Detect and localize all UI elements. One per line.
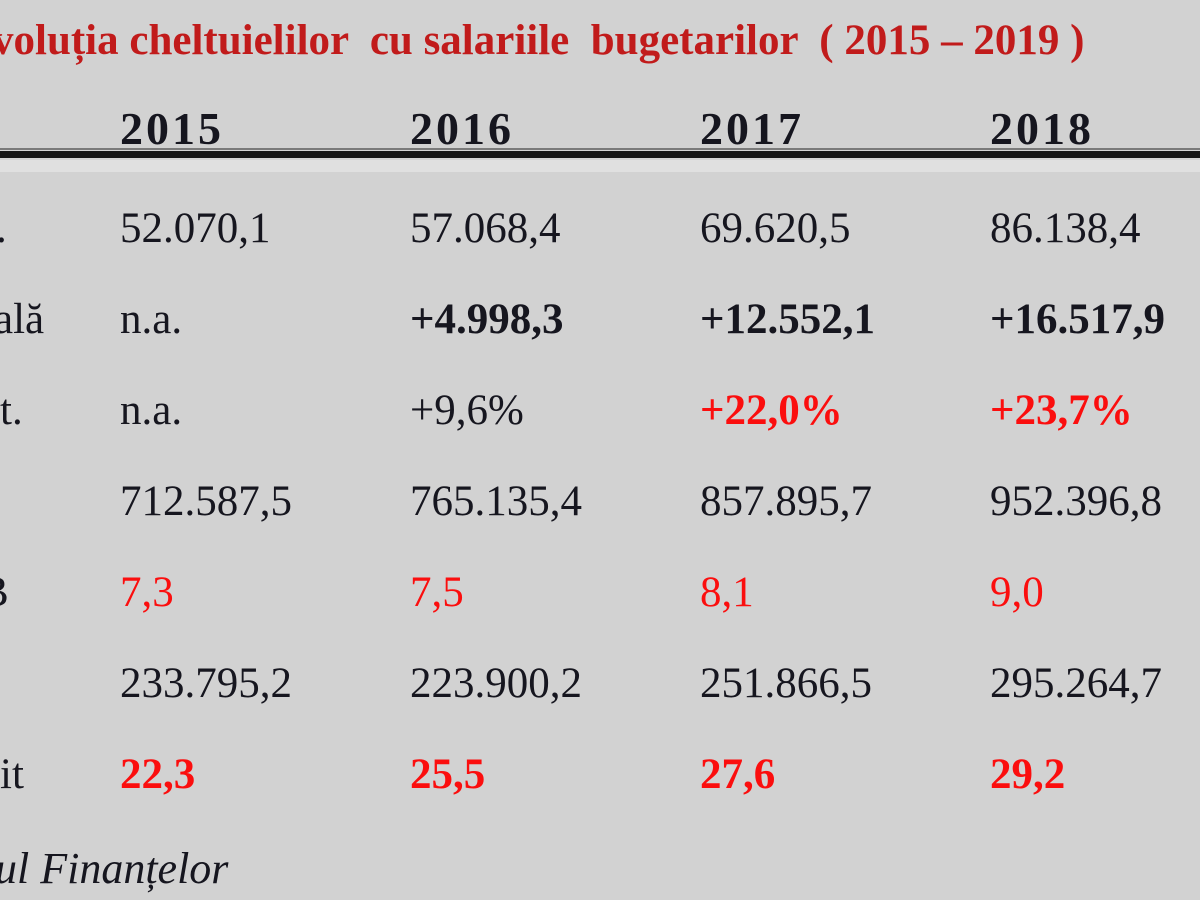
row-label-fragment: ală [0,296,45,343]
header-rule-thick [0,151,1200,158]
page-title: voluția cheltuielilor cu salariile buget… [0,14,1200,68]
value-cell: 52.070,1 [120,205,271,252]
value-cell: 22,3 [120,751,196,798]
value-cell: n.a. [120,296,183,343]
value-cell: 57.068,4 [410,205,561,252]
row-label: B [0,547,120,638]
table-row: ală n.a. +4.998,3 +12.552,1 +16.517,9 [0,274,1200,365]
value-cell: +12.552,1 [700,296,876,343]
table-row: B 7,3 7,5 8,1 9,0 [0,547,1200,638]
value-cell: +9,6% [410,387,524,434]
table-body: t. 52.070,1 57.068,4 69.620,5 86.138,4 a… [0,183,1200,820]
row-label-fragment: t. [0,207,7,250]
year-header-2015: 2015 [120,103,224,154]
value-cell: 295.264,7 [990,660,1162,707]
value-cell: 857.895,7 [700,478,872,525]
row-label-fragment: t. [0,387,23,434]
value-cell: 251.866,5 [700,660,872,707]
value-cell: 7,3 [120,569,174,616]
value-cell: 952.396,8 [990,478,1162,525]
header-rule-thin [0,148,1200,150]
value-cell: 233.795,2 [120,660,292,707]
year-header-row: 2015 2016 2017 2018 [0,96,1200,152]
row-label: it [0,729,120,820]
value-cell: +22,0% [700,387,843,434]
page-title-text: voluția cheltuielilor cu salariile buget… [0,17,1085,64]
value-cell: 86.138,4 [990,205,1141,252]
value-cell: 765.135,4 [410,478,582,525]
year-header-2017: 2017 [700,103,804,154]
source-note: ul Finanțelor [0,845,700,893]
value-cell: 27,6 [700,751,776,798]
value-cell: 223.900,2 [410,660,582,707]
value-cell: 9,0 [990,569,1044,616]
value-cell: +23,7% [990,387,1133,434]
value-cell: +4.998,3 [410,296,564,343]
table-row: t. 52.070,1 57.068,4 69.620,5 86.138,4 [0,183,1200,274]
row-label-fragment: it [0,751,24,798]
value-cell: 25,5 [410,751,486,798]
value-cell: 29,2 [990,751,1066,798]
value-cell: n.a. [120,387,183,434]
row-label: t. [0,365,120,456]
value-cell: 8,1 [700,569,754,616]
table-row: 233.795,2 223.900,2 251.866,5 295.264,7 [0,638,1200,729]
year-header-2016: 2016 [410,103,514,154]
row-label: t. [0,183,120,274]
value-cell: 69.620,5 [700,205,851,252]
table-row: it 22,3 25,5 27,6 29,2 [0,729,1200,820]
table-row: 712.587,5 765.135,4 857.895,7 952.396,8 [0,456,1200,547]
row-label: ală [0,274,120,365]
header-rule-band [0,160,1200,172]
source-note-text: ul Finanțelor [0,845,229,893]
row-label [0,638,120,729]
table-row: t. n.a. +9,6% +22,0% +23,7% [0,365,1200,456]
value-cell: +16.517,9 [990,296,1166,343]
value-cell: 712.587,5 [120,478,292,525]
value-cell: 7,5 [410,569,464,616]
row-label-fragment: B [0,571,9,614]
row-label [0,456,120,547]
year-header-2018: 2018 [990,103,1094,154]
